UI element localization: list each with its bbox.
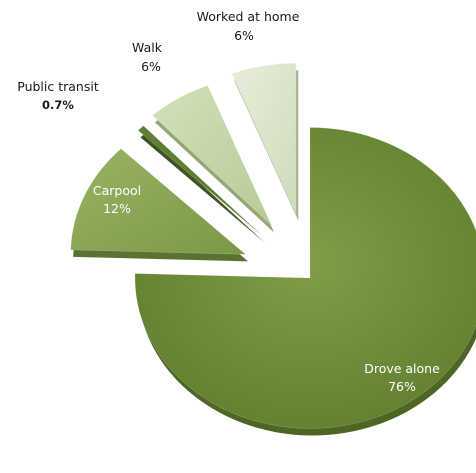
slice-carpool	[70, 148, 247, 255]
slice-drove-alone	[134, 127, 476, 429]
slice-value-public-transit: 0.7%	[42, 98, 74, 112]
slice-label-carpool: Carpool	[93, 183, 141, 198]
slice-label-public-transit: Public transit	[17, 79, 99, 94]
slice-worked-at-home	[231, 62, 297, 214]
slice-value-drove-alone: 76%	[388, 379, 416, 394]
slice-public-transit	[137, 125, 263, 237]
slice-side-public-transit	[140, 132, 266, 244]
slice-value-walk: 6%	[141, 59, 161, 74]
slice-label-walk: Walk	[132, 40, 163, 55]
slice-walk	[152, 85, 272, 226]
slice-label-worked-at-home: Worked at home	[197, 9, 300, 24]
slice-label-drove-alone: Drove alone	[364, 361, 440, 376]
slice-value-carpool: 12%	[103, 201, 131, 216]
slice-value-worked-at-home: 6%	[234, 28, 254, 43]
